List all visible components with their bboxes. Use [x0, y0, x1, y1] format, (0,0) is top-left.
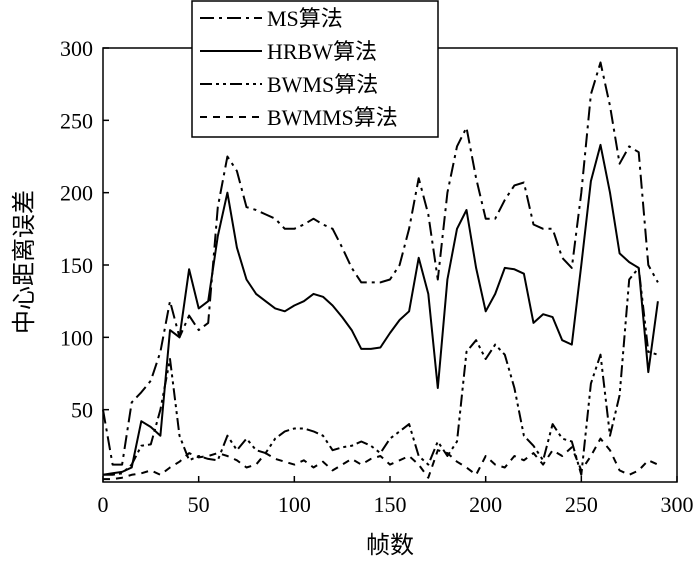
- y-tick-label: 200: [60, 181, 93, 206]
- legend-label-2: BWMS算法: [267, 72, 378, 97]
- legend-box: [191, 0, 439, 138]
- legend-label-1: HRBW算法: [267, 39, 377, 64]
- series-line-2: [103, 266, 659, 476]
- x-tick-label: 300: [661, 492, 694, 517]
- x-axis-label: 帧数: [366, 531, 414, 559]
- x-tick-label: 50: [188, 492, 210, 517]
- legend: MS算法 HRBW算法 BWMS算法 BWMMS算法: [191, 0, 439, 138]
- y-tick-label: 100: [60, 325, 93, 350]
- legend-label-3: BWMMS算法: [267, 105, 398, 130]
- series-line-1: [102, 143, 659, 476]
- x-ticks: 0 50 100 150 200 250 300: [98, 476, 694, 517]
- y-ticks: 50 100 150 200 250 300: [60, 36, 109, 423]
- series-line-3: [103, 437, 659, 481]
- plot-lines: [102, 61, 659, 481]
- legend-label-0: MS算法: [267, 6, 343, 31]
- y-tick-label: 50: [71, 398, 93, 423]
- x-tick-label: 0: [98, 492, 109, 517]
- y-tick-label: 300: [60, 36, 93, 61]
- series-line-0: [102, 61, 659, 466]
- x-tick-label: 150: [374, 492, 407, 517]
- y-tick-label: 150: [60, 253, 93, 278]
- x-tick-label: 250: [565, 492, 598, 517]
- x-tick-label: 200: [469, 492, 502, 517]
- y-axis-label: 中心距离误差: [10, 190, 38, 334]
- y-tick-label: 250: [60, 108, 93, 133]
- x-tick-label: 100: [278, 492, 311, 517]
